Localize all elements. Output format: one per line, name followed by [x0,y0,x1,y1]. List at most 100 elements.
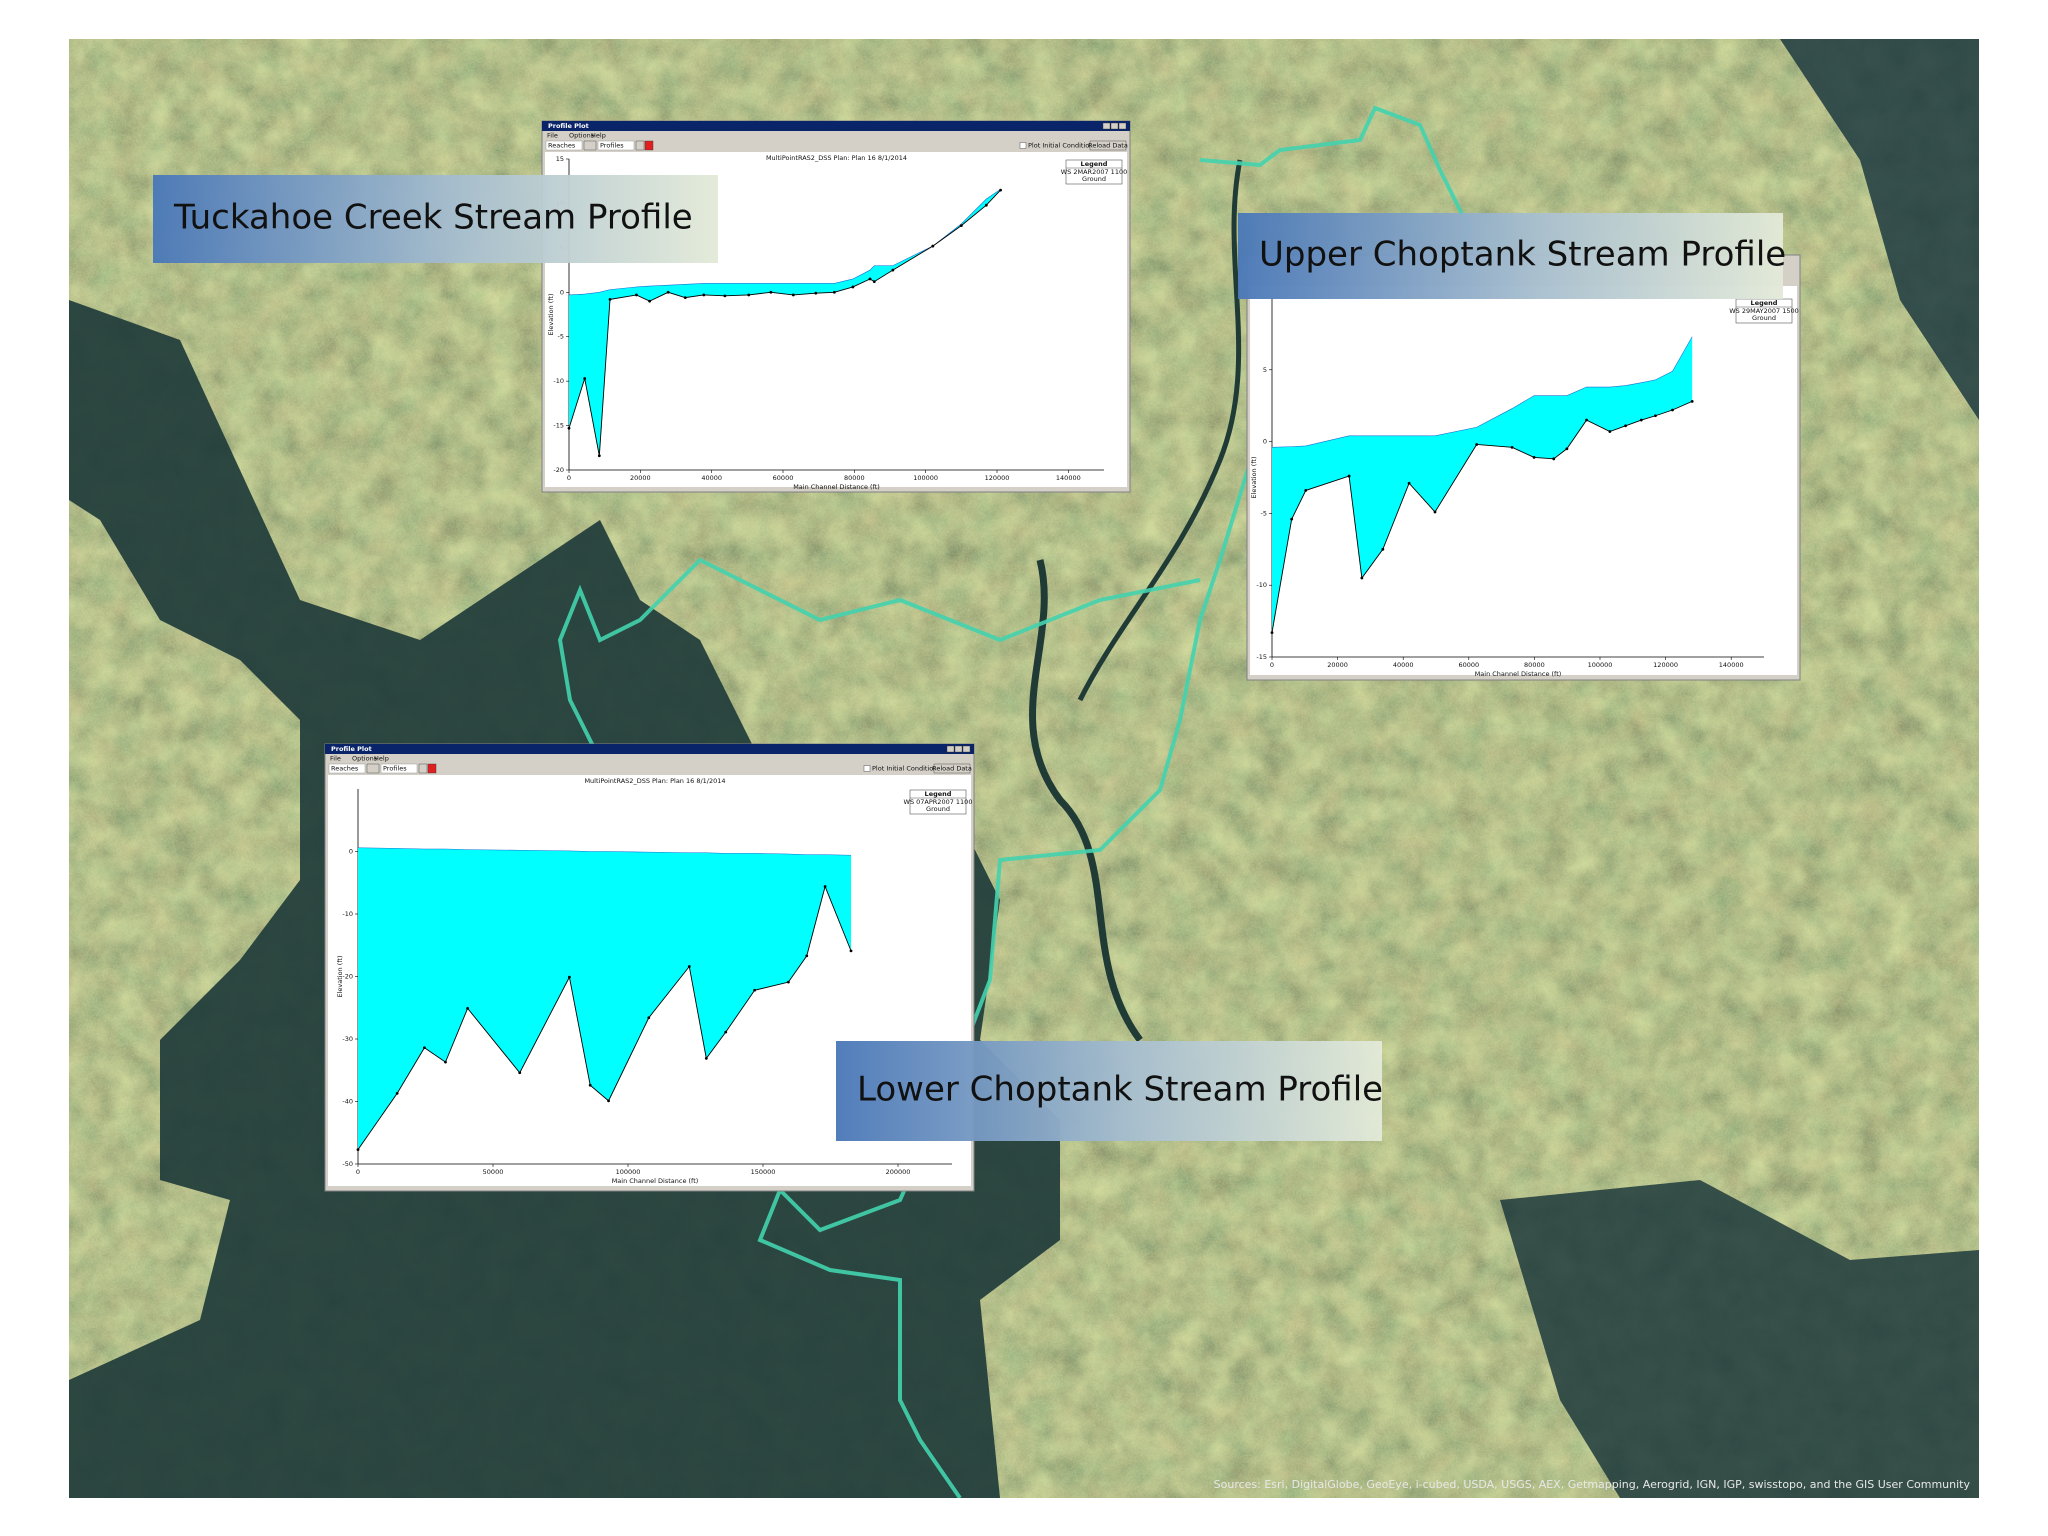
ground-point [1290,517,1294,521]
legend-box [1735,298,1793,324]
ground-point [823,885,827,888]
x-tick-label: 60000 [1458,661,1479,669]
ground-point [999,188,1002,192]
menu-item[interactable]: Help [374,755,389,763]
ground-point [723,294,727,298]
water-surface-line [1271,336,1693,448]
toolbar-label: Reaches [331,765,359,773]
x-tick-label: 0 [1270,661,1274,669]
ground-point [1671,408,1674,412]
x-tick-label: 200000 [886,1168,911,1176]
ground-line [1271,400,1693,633]
ground-point [1585,418,1588,422]
ground-point [814,291,818,295]
x-tick-label: 100000 [913,474,938,482]
ground-point [647,1016,651,1020]
reload-button[interactable] [1089,140,1127,151]
ground-point [588,1083,592,1087]
y-tick-label: -20 [553,466,564,474]
play-button[interactable] [418,763,428,774]
stop-button[interactable] [644,140,654,151]
ground-point [567,426,571,430]
toolbar-arrows[interactable] [583,140,597,151]
window-button[interactable] [954,745,963,753]
x-axis-label: Main Channel Distance (ft) [1475,670,1562,678]
ground-point [1639,418,1643,422]
ground-point [518,1071,522,1075]
window-title: Profile Plot [548,122,589,130]
menu-item[interactable]: File [330,755,341,763]
y-tick-label: -15 [1256,653,1267,661]
toolbar-field[interactable] [380,763,418,774]
legend-entry: Ground [926,805,950,813]
checkbox[interactable] [1019,142,1027,149]
y-axis-label: Elevation (ft) [1250,456,1258,498]
window-button[interactable] [1110,122,1119,130]
x-tick-label: 0 [356,1168,360,1176]
y-tick-label: -30 [342,1035,353,1043]
toolbar-field[interactable] [545,140,583,151]
river [1029,559,1143,1043]
ground-point [423,1046,426,1050]
legend-title: Legend [925,790,952,798]
reload-button[interactable] [933,763,971,774]
play-button[interactable] [635,140,645,151]
window-button[interactable] [1102,122,1111,130]
x-tick-label: 0 [567,474,571,482]
profile-window: 0 20000 40000 60000 80000 100000 120000 140000 -… [1246,254,1801,681]
menu-item[interactable]: Options [569,132,595,140]
ground-point [805,954,809,958]
ground-point [648,299,652,303]
ground-point [1360,576,1364,580]
ground-point [891,268,895,272]
water-area [1272,336,1693,633]
labels: Tuckahoe Creek Stream Profile Upper Chopt… [153,175,1786,1141]
legend-entry: Ground [1752,314,1776,322]
ground-point [1552,457,1556,461]
window-button[interactable] [946,745,955,753]
toolbar-arrows[interactable] [366,763,380,774]
menu-item[interactable]: Options [352,755,378,763]
profile-label: Upper Choptank Stream Profile [1259,235,1786,275]
menu-item[interactable]: Help [591,132,606,140]
ground-point [395,1091,399,1095]
legend-box [909,789,967,815]
label-box [153,175,718,263]
checkbox[interactable] [863,765,871,772]
water-bay [1780,39,1979,420]
ground-point [583,377,587,380]
y-tick-label: 0 [349,848,353,856]
x-tick-label: 150000 [751,1168,776,1176]
menu-item[interactable]: File [547,132,558,140]
ground-point [1608,430,1612,433]
ground-point [747,293,751,297]
y-axis-label: Elevation (ft) [336,955,344,997]
y-tick-label: -40 [342,1098,353,1106]
legend-entry: WS 07APR2007 1100 [904,798,973,806]
toolbar-field[interactable] [328,763,366,774]
y-tick-label: -5 [558,333,564,341]
legend-entry: WS 29MAY2007 1500 [1729,307,1799,315]
toolbar-field[interactable] [597,140,635,151]
window-button[interactable] [962,745,971,753]
ground-point [1304,489,1308,492]
ground-point [607,1099,610,1103]
ground-point [849,949,853,953]
stop-button[interactable] [427,763,437,774]
ground-point [1532,455,1536,459]
title-bar [542,121,1130,131]
x-tick-label: 20000 [1327,661,1348,669]
y-tick-label: 15 [556,155,564,163]
ground-point [356,1148,360,1152]
ground-point [984,203,988,207]
x-axis-label: Main Channel Distance (ft) [793,483,880,491]
checkbox-label: Plot Initial Conditions [1028,142,1097,150]
ground-point [444,1060,447,1064]
x-tick-label: 50000 [483,1168,504,1176]
ground-point [791,293,795,297]
window-button[interactable] [1118,122,1127,130]
ground-point [832,290,836,294]
